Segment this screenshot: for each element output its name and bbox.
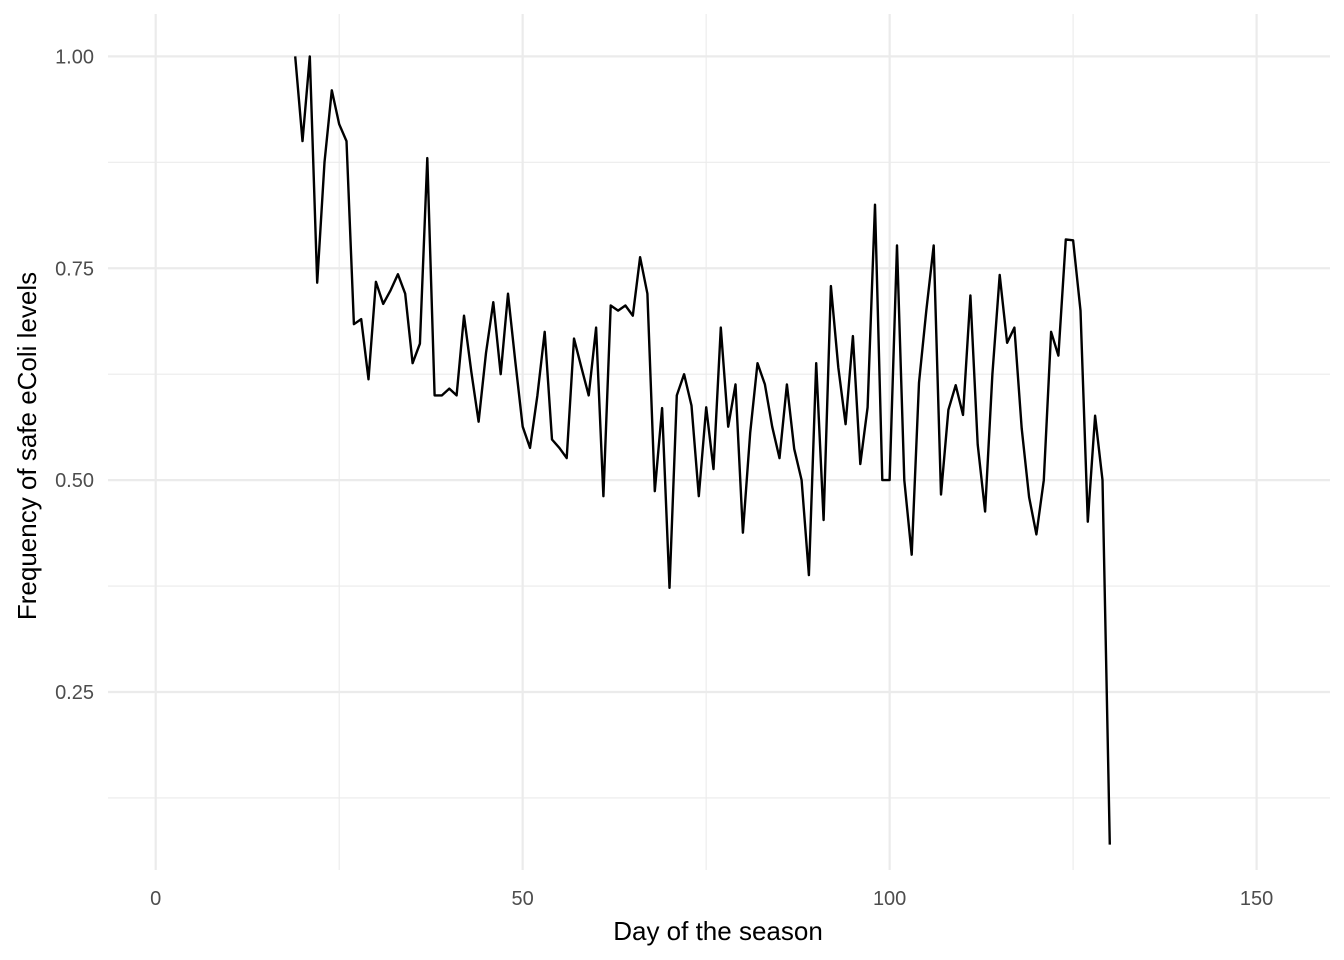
x-tick-label: 100	[873, 888, 906, 910]
x-tick-label: 0	[150, 888, 161, 910]
y-axis-title: Frequency of safe eColi levels	[12, 272, 42, 620]
minor-gridlines	[108, 14, 1330, 870]
y-tick-label: 1.00	[55, 46, 94, 68]
y-tick-label: 0.25	[55, 682, 94, 704]
x-axis-title: Day of the season	[613, 916, 823, 946]
series-layer	[295, 56, 1110, 844]
x-tick-labels: 0 50 100 150	[150, 888, 1273, 910]
major-gridlines	[108, 14, 1330, 870]
y-tick-label: 0.75	[55, 258, 94, 280]
series-line-frequency	[295, 56, 1110, 844]
y-tick-label: 0.50	[55, 470, 94, 492]
x-tick-label: 50	[512, 888, 534, 910]
x-tick-label: 150	[1240, 888, 1273, 910]
y-tick-labels: 0.25 0.50 0.75 1.00	[55, 46, 94, 704]
